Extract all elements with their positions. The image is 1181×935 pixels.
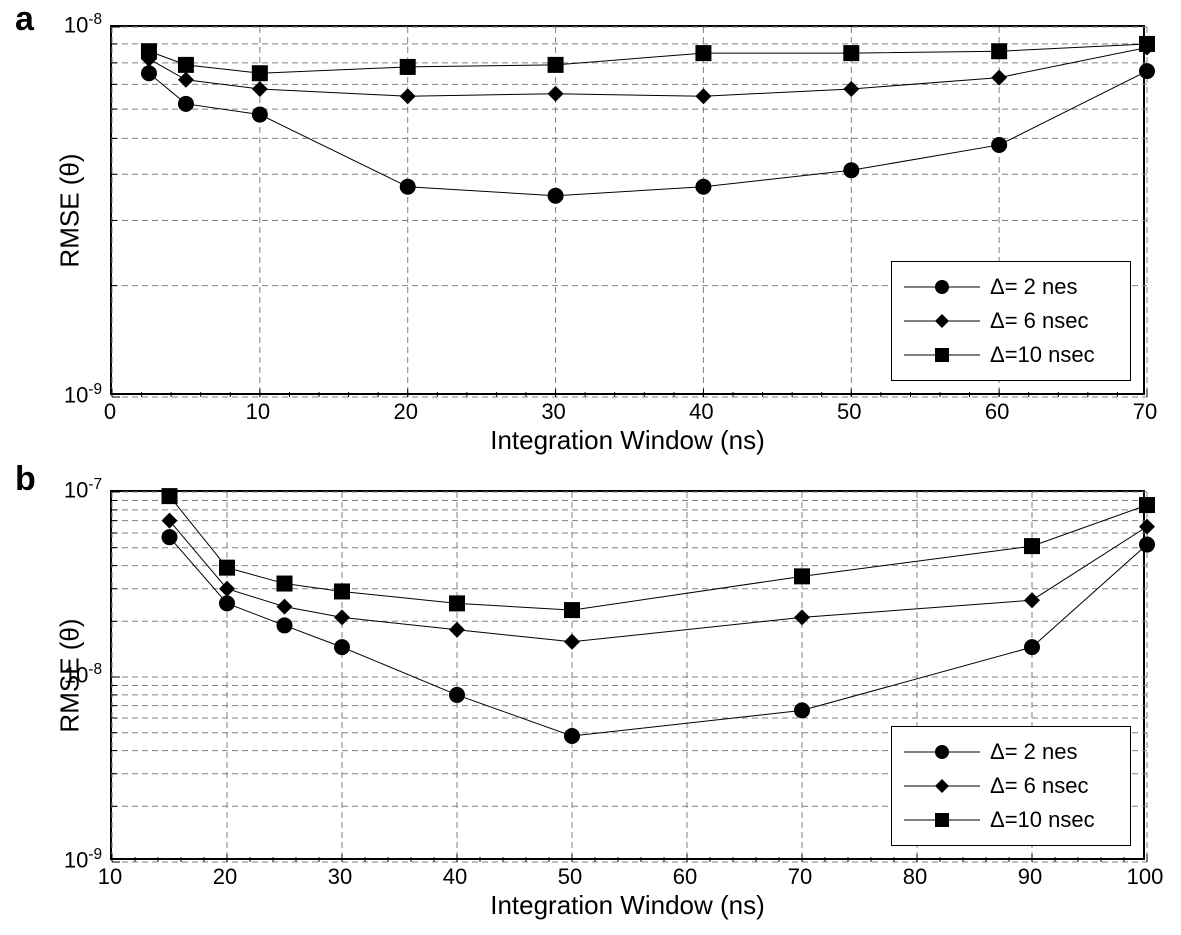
legend-text: Δ= 2 nes <box>982 739 1077 765</box>
legend-swatch <box>902 742 982 762</box>
xtick-label: 40 <box>435 864 475 890</box>
xtick-label: 80 <box>895 864 935 890</box>
xtick-label: 20 <box>205 864 245 890</box>
xtick-label: 20 <box>386 399 426 425</box>
legend-text: Δ=10 nsec <box>982 342 1095 368</box>
ytick-label: 10-7 <box>40 476 102 503</box>
legend-b: Δ= 2 nes Δ= 6 nsec Δ=10 nsec <box>891 726 1131 846</box>
legend-row: Δ= 2 nes <box>902 270 1120 304</box>
legend-text: Δ= 6 nsec <box>982 308 1088 334</box>
legend-text: Δ=10 nsec <box>982 807 1095 833</box>
legend-text: Δ= 2 nes <box>982 274 1077 300</box>
xtick-label: 70 <box>780 864 820 890</box>
xtick-label: 50 <box>550 864 590 890</box>
chart-a: Δ= 2 nes Δ= 6 nsec Δ=10 nsec <box>110 25 1145 395</box>
panel-label-a: a <box>15 0 34 39</box>
xtick-label: 50 <box>829 399 869 425</box>
ytick-label: 10-8 <box>40 11 102 38</box>
xtick-label: 30 <box>320 864 360 890</box>
panel-label-b: b <box>15 460 36 499</box>
ylabel-a: RMSE (θ) <box>55 111 86 311</box>
chart-b: Δ= 2 nes Δ= 6 nsec Δ=10 nsec <box>110 490 1145 860</box>
xtick-label: 10 <box>238 399 278 425</box>
legend-swatch <box>902 810 982 830</box>
legend-swatch <box>902 311 982 331</box>
legend-row: Δ= 2 nes <box>902 735 1120 769</box>
legend-row: Δ=10 nsec <box>902 803 1120 837</box>
xtick-label: 60 <box>977 399 1017 425</box>
ytick-label: 10-9 <box>40 846 102 873</box>
ytick-label: 10-8 <box>40 661 102 688</box>
xtick-label: 60 <box>665 864 705 890</box>
ytick-label: 10-9 <box>40 381 102 408</box>
xtick-label: 40 <box>681 399 721 425</box>
figure: a Δ= 2 nes Δ= 6 nsec Δ=10 nsec RMSE (θ) In… <box>0 0 1181 935</box>
xtick-label: 100 <box>1125 864 1165 890</box>
legend-text: Δ= 6 nsec <box>982 773 1088 799</box>
legend-swatch <box>902 277 982 297</box>
legend-a: Δ= 2 nes Δ= 6 nsec Δ=10 nsec <box>891 261 1131 381</box>
legend-swatch <box>902 776 982 796</box>
xtick-label: 30 <box>534 399 574 425</box>
xlabel-b: Integration Window (ns) <box>110 890 1145 921</box>
legend-row: Δ= 6 nsec <box>902 304 1120 338</box>
xlabel-a: Integration Window (ns) <box>110 425 1145 456</box>
xtick-label: 70 <box>1125 399 1165 425</box>
legend-swatch <box>902 345 982 365</box>
legend-row: Δ= 6 nsec <box>902 769 1120 803</box>
legend-row: Δ=10 nsec <box>902 338 1120 372</box>
xtick-label: 90 <box>1010 864 1050 890</box>
